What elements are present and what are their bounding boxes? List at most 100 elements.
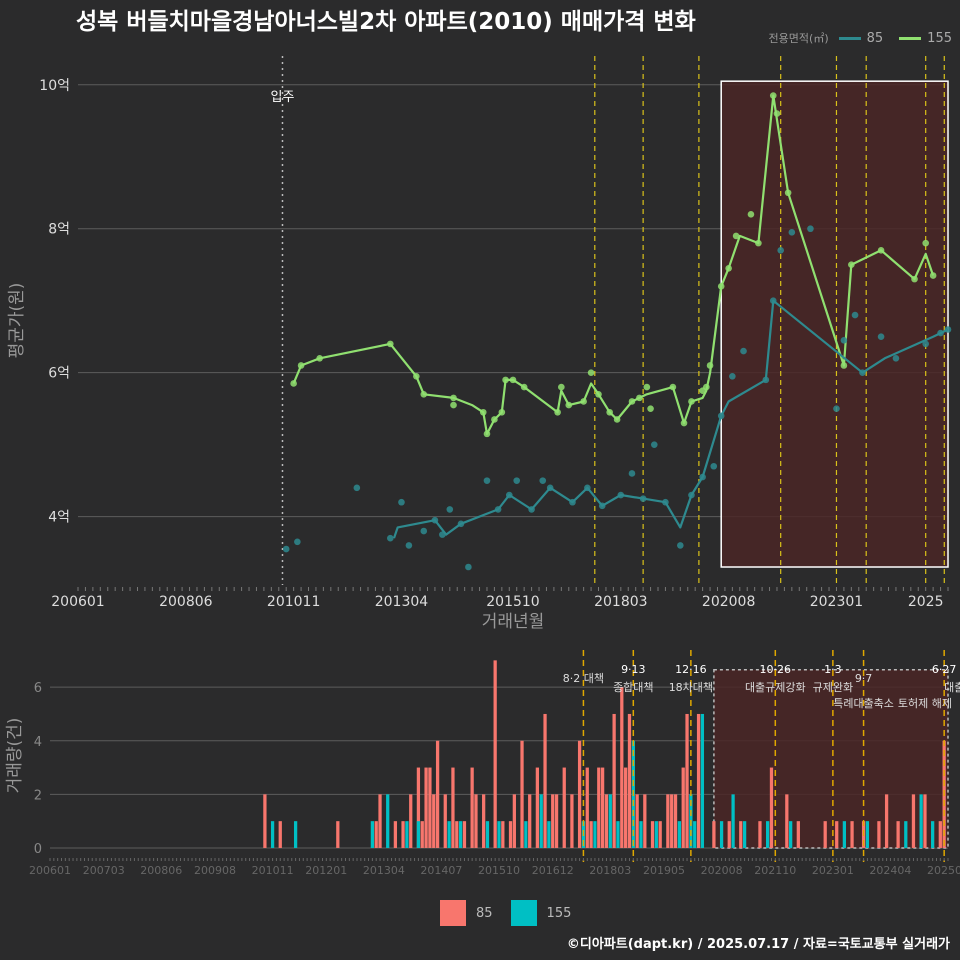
data-point-85 [294,538,301,546]
data-point-155 [450,401,457,409]
policy-name: 8·2 대책 [563,672,604,685]
bar-155 [616,821,620,848]
bar-155 [731,794,735,848]
bar-85 [612,713,616,848]
bar-85 [627,713,632,848]
x-tick-label: 202404 [869,864,911,877]
series-line-85 [392,299,949,539]
legend-swatch-85 [838,36,861,40]
bar-155 [931,821,935,848]
y-tick-label: 8억 [48,222,70,238]
policy-date: 10·26 [760,663,792,676]
data-point-85 [807,225,814,233]
footer-credit: ©디아파트(dapt.kr) / 2025.07.17 / 자료=국토교통부 실… [566,937,950,952]
bar-85 [570,794,574,848]
series-line-155 [292,94,935,435]
policy-name: 규제완화 [813,681,853,694]
bar-155 [447,821,451,848]
x-tick-label: 201407 [420,864,462,877]
data-point-85 [446,506,454,513]
bar-85 [739,821,743,848]
bar-85 [589,821,593,848]
bar-85 [896,821,900,848]
policy-name: 종합대책 [613,681,653,694]
bar-85 [470,767,474,848]
bar-85 [666,794,670,848]
bar-155 [497,821,501,848]
x-tick-label: 202008 [702,594,755,610]
bar-155 [865,821,870,848]
bar-85 [658,821,662,848]
legend-box-155 [510,900,537,926]
policy-date: 1·3 [824,663,842,676]
data-point-85 [710,462,718,470]
data-point-155 [643,383,651,391]
x-axis-label: 거래년월 [482,612,545,632]
bar-85 [577,740,582,848]
legend-swatch-155 [899,36,922,40]
x-tick-label: 201510 [486,594,539,610]
bar-85 [685,713,689,848]
data-point-85 [628,470,636,477]
bar-85 [604,794,609,848]
data-point-155 [647,405,654,412]
data-point-85 [282,545,290,553]
area-legend: 전용면적(㎡) 85 155 [769,30,952,46]
volume-legend-85: 85 [476,905,493,921]
bar-85 [409,794,413,848]
data-point-85 [353,484,361,492]
y-tick-label: 4 [34,735,42,750]
bar-155 [416,821,421,848]
bar-85 [424,767,428,848]
bar-155 [524,821,528,848]
bar-155 [904,821,908,848]
legend-label: 전용면적(㎡) [768,32,829,45]
x-tick-label: 201011 [267,594,320,610]
data-point-155 [587,369,595,376]
policy-subname: 특례대출축소 [833,697,894,710]
x-tick-label: 200601 [51,594,104,610]
bar-85 [650,821,655,848]
bar-85 [758,821,762,848]
bar-85 [624,767,628,848]
bar-85 [884,794,889,848]
y-tick-label: 4억 [48,510,70,526]
bar-85 [482,794,486,848]
x-tick-label: 202110 [754,864,796,877]
x-tick-label: 200806 [159,594,213,610]
bar-85 [769,767,774,848]
x-tick-label: 201510 [478,864,520,877]
bar-85 [535,767,540,848]
bar-85 [635,794,639,848]
x-tick-label: 200601 [29,864,71,877]
policy-date: 9·13 [621,663,646,676]
bar-85 [597,767,601,848]
data-point-85 [840,336,848,344]
bar-85 [785,794,789,848]
bar-85 [727,821,731,848]
legend-box-85 [440,900,466,926]
bar-85 [643,794,647,848]
move-in-label: 입주 [271,90,295,105]
x-tick-label: 200703 [83,864,125,877]
x-tick-label: 202301 [810,594,863,610]
bar-85 [696,713,701,848]
data-point-85 [398,498,405,506]
bar-85 [562,767,566,848]
bar-85 [796,821,800,848]
bar-155 [485,821,490,848]
bar-85 [336,821,340,848]
policy-date: 12·16 [675,663,707,676]
x-tick-label: 201304 [363,864,405,877]
bar-85 [508,821,513,848]
bar-155 [654,821,658,848]
x-tick-label: 201201 [305,864,347,877]
data-point-85 [777,247,784,254]
x-tick-label: 200908 [194,864,236,877]
data-point-155 [558,383,565,391]
y-tick-label: 6 [34,681,42,696]
bar-155 [539,794,543,848]
volume-chart: 0 2 4 6 8·2 대책 9·13 종합대책 12·16 18차대책 10·26 대출규제강화 1… [5,650,960,877]
bar-85 [670,794,674,848]
